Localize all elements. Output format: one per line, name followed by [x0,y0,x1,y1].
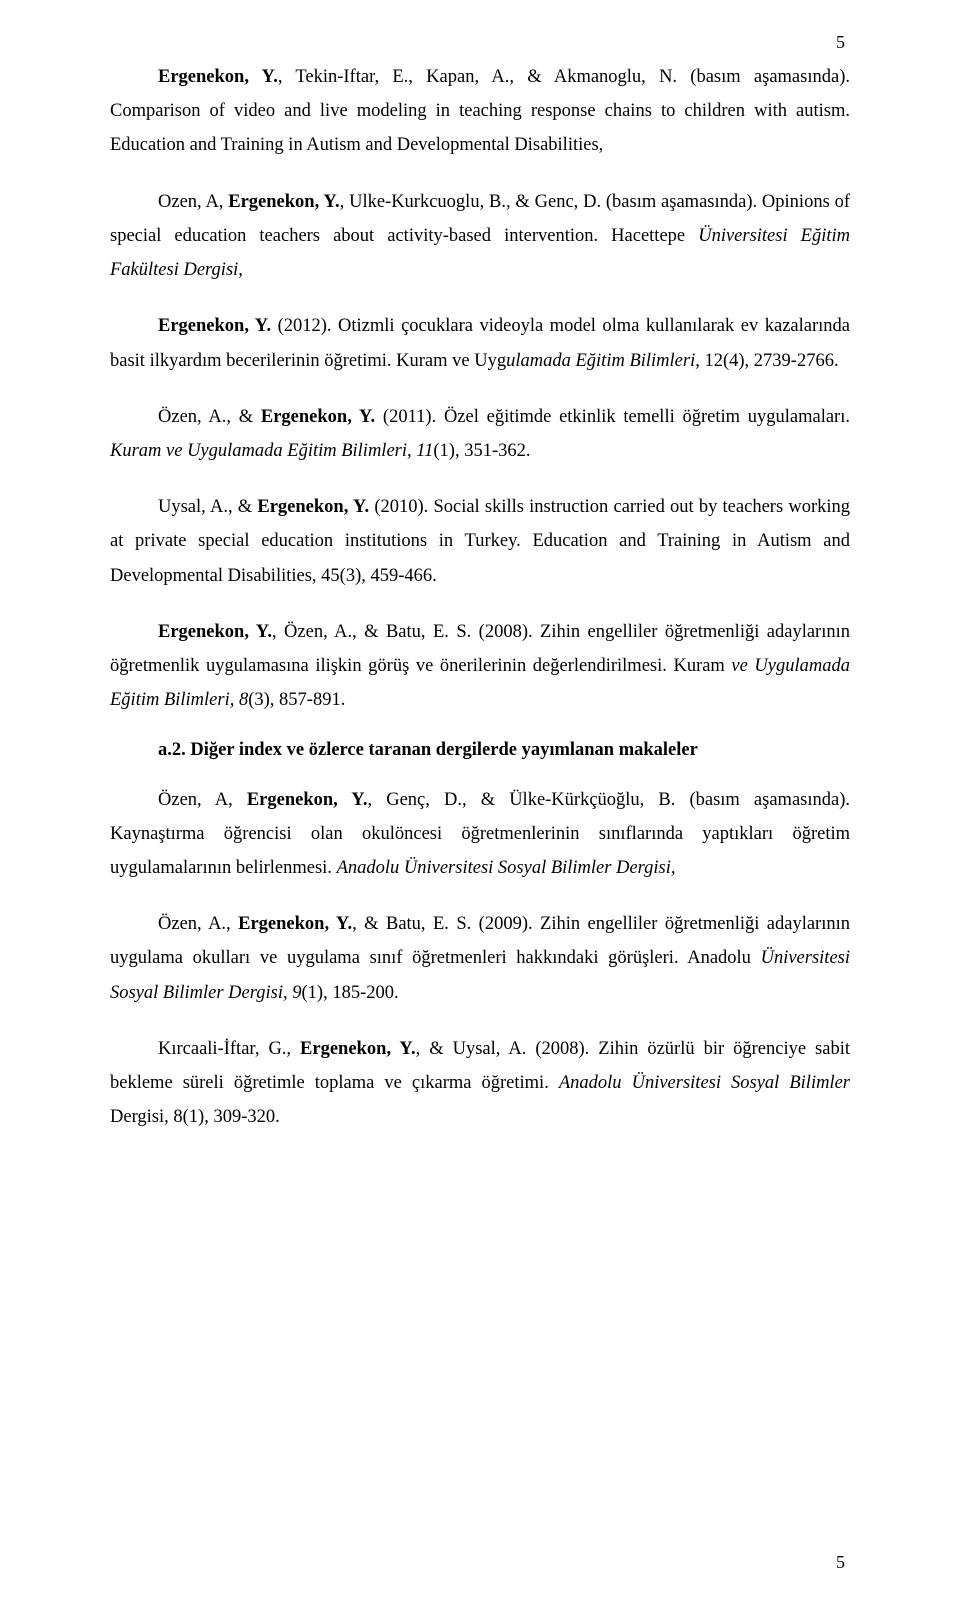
text-segment: Özen, A., & [158,407,261,427]
reference-paragraph: Özen, A, Ergenekon, Y., Genç, D., & Ülke… [110,783,850,886]
text-segment: Uysal, A., & [158,497,257,517]
text-segment: Anadolu Üniversitesi Sosyal Bilimler Der… [337,858,676,878]
text-segment: Ergenekon, Y. [158,67,278,87]
text-segment: ulamada Eğitim Bilimleri, [506,351,704,371]
reference-paragraph: Kırcaali-İftar, G., Ergenekon, Y., & Uys… [110,1032,850,1135]
reference-paragraph: Özen, A., & Ergenekon, Y. (2011). Özel e… [110,400,850,468]
reference-paragraph: Özen, A., Ergenekon, Y., & Batu, E. S. (… [110,907,850,1010]
text-segment: (1), 351-362. [433,441,530,461]
text-segment: Kuram ve Uygulamada Eğitim Bilimleri, 11 [110,441,433,461]
reference-paragraph: Ozen, A, Ergenekon, Y., Ulke-Kurkcuoglu,… [110,185,850,288]
text-segment: Ergenekon, Y. [158,316,271,336]
text-segment: Ergenekon, Y. [261,407,375,427]
text-segment: Dergisi, 8(1), 309-320. [110,1107,280,1127]
reference-paragraph: Uysal, A., & Ergenekon, Y. (2010). Socia… [110,490,850,593]
text-segment: Ergenekon, Y. [238,914,352,934]
reference-paragraph: Ergenekon, Y. (2012). Otizmli çocuklara … [110,309,850,377]
text-segment: 12(4), 2739-2766. [704,351,838,371]
document-body: Ergenekon, Y., Tekin-Iftar, E., Kapan, A… [110,60,850,1134]
page-number-bottom: 5 [836,1552,845,1573]
text-segment: Kırcaali-İftar, G., [158,1039,300,1059]
text-segment: Ergenekon, Y. [257,497,369,517]
text-segment: Ergenekon, Y. [247,790,368,810]
reference-paragraph: Ergenekon, Y., Tekin-Iftar, E., Kapan, A… [110,60,850,163]
section-heading: a.2. Diğer index ve özlerce taranan derg… [110,740,850,761]
text-segment: Ergenekon, Y. [300,1039,416,1059]
text-segment: Özen, A., [158,914,238,934]
text-segment: (2011). Özel eğitimde etkinlik temelli ö… [375,407,850,427]
page-number-top: 5 [836,32,845,53]
reference-paragraph: Ergenekon, Y., Özen, A., & Batu, E. S. (… [110,615,850,718]
text-segment: (1), 185-200. [302,983,399,1003]
text-segment: Özen, A, [158,790,247,810]
text-segment: Anadolu Üniversitesi Sosyal Bilimler [559,1073,850,1093]
text-segment: Ozen, A, [158,192,228,212]
text-segment: Ergenekon, Y. [228,192,339,212]
text-segment: (3), 857-891. [248,690,345,710]
text-segment: Ergenekon, Y. [158,622,272,642]
